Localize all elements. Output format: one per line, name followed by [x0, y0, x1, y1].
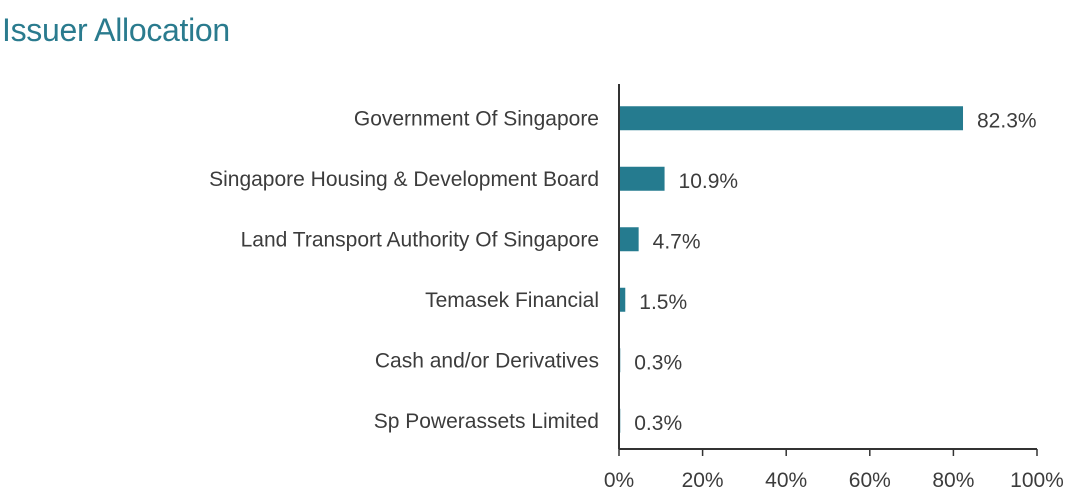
value-labels: 82.3% 10.9% 4.7% 1.5% 0.3% 0.3%	[634, 109, 1036, 435]
x-tick-label-0: 0%	[604, 469, 634, 492]
x-tick-labels: 0% 20% 40% 60% 80% 100%	[604, 469, 1064, 492]
axes	[618, 84, 1038, 456]
value-label-4: 0.3%	[634, 351, 682, 374]
bar-3	[619, 287, 626, 312]
value-label-1: 10.9%	[679, 170, 739, 193]
x-tick-label-1: 20%	[682, 469, 724, 492]
category-label-0: Government Of Singapore	[354, 107, 599, 130]
value-label-0: 82.3%	[977, 109, 1037, 132]
category-label-1: Singapore Housing & Development Board	[209, 168, 599, 191]
x-tick-label-3: 60%	[849, 469, 891, 492]
chart-title: Issuer Allocation	[2, 12, 230, 48]
category-label-5: Sp Powerassets Limited	[374, 410, 599, 433]
x-tick-label-5: 100%	[1010, 469, 1064, 492]
category-label-2: Land Transport Authority Of Singapore	[241, 228, 599, 251]
bar-2	[619, 227, 639, 252]
category-label-3: Temasek Financial	[425, 289, 599, 312]
value-label-2: 4.7%	[653, 230, 701, 253]
x-tick-label-4: 80%	[932, 469, 974, 492]
bars-layer	[619, 106, 964, 433]
bar-0	[619, 106, 964, 131]
value-label-5: 0.3%	[634, 412, 682, 435]
category-labels: Government Of Singapore Singapore Housing…	[209, 107, 599, 433]
bar-1	[619, 166, 665, 191]
value-label-3: 1.5%	[639, 291, 687, 314]
category-label-4: Cash and/or Derivatives	[375, 349, 599, 372]
x-tick-label-2: 40%	[765, 469, 807, 492]
